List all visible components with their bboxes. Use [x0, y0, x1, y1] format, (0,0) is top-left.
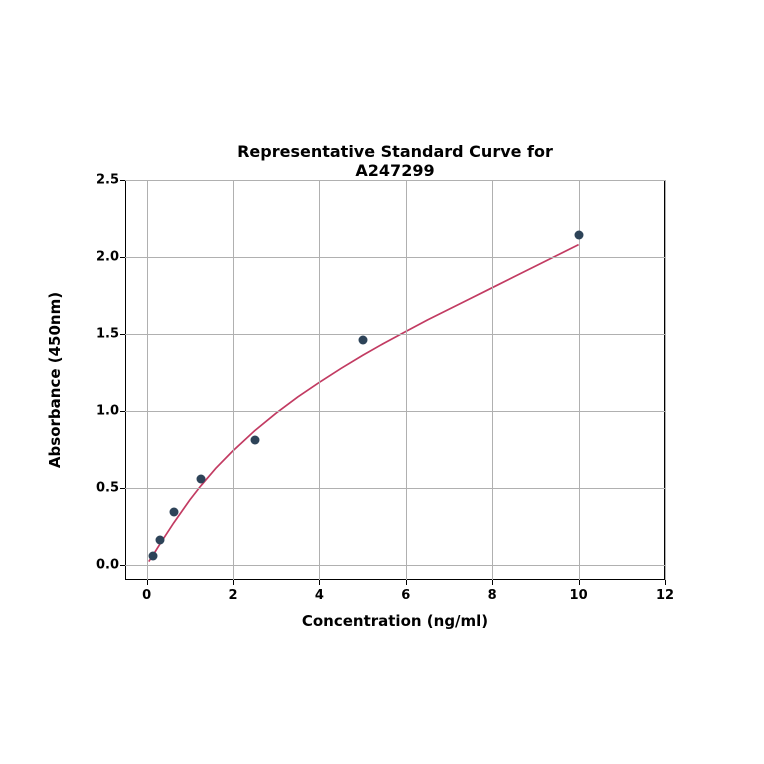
grid-line-h: [125, 488, 665, 489]
grid-line-v: [406, 180, 407, 580]
x-tick: [233, 580, 234, 585]
fitted-curve: [125, 180, 665, 580]
grid-line-v: [579, 180, 580, 580]
grid-line-v: [147, 180, 148, 580]
grid-line-v: [492, 180, 493, 580]
x-tick-label: 2: [228, 588, 237, 603]
y-tick: [120, 411, 125, 412]
chart-container: Representative Standard Curve for A24729…: [0, 0, 764, 764]
grid-line-h: [125, 257, 665, 258]
data-marker: [196, 475, 205, 484]
x-tick: [319, 580, 320, 585]
x-axis-label: Concentration (ng/ml): [302, 612, 488, 630]
data-marker: [169, 507, 178, 516]
y-tick-label: 2.5: [89, 173, 119, 188]
x-tick-label: 0: [142, 588, 151, 603]
x-tick-label: 6: [401, 588, 410, 603]
x-tick: [406, 580, 407, 585]
chart-title: Representative Standard Curve for A24729…: [211, 142, 580, 180]
y-tick: [120, 180, 125, 181]
x-tick-label: 4: [315, 588, 324, 603]
x-tick-label: 8: [488, 588, 497, 603]
y-tick: [120, 565, 125, 566]
grid-line-v: [665, 180, 666, 580]
y-tick-label: 1.5: [89, 326, 119, 341]
grid-line-h: [125, 411, 665, 412]
y-tick-label: 0.0: [89, 557, 119, 572]
y-tick-label: 2.0: [89, 249, 119, 264]
x-tick: [492, 580, 493, 585]
y-tick-label: 0.5: [89, 480, 119, 495]
y-tick: [120, 334, 125, 335]
data-marker: [250, 436, 259, 445]
plot-area: [125, 180, 665, 580]
grid-line-v: [319, 180, 320, 580]
x-tick: [579, 580, 580, 585]
grid-line-v: [233, 180, 234, 580]
y-axis-label: Absorbance (450nm): [46, 292, 64, 468]
data-marker: [574, 230, 583, 239]
x-tick: [665, 580, 666, 585]
x-tick: [147, 580, 148, 585]
x-tick-label: 12: [656, 588, 674, 603]
data-marker: [358, 336, 367, 345]
y-tick: [120, 488, 125, 489]
grid-line-h: [125, 180, 665, 181]
y-tick-label: 1.0: [89, 403, 119, 418]
data-marker: [149, 552, 158, 561]
x-tick-label: 10: [570, 588, 588, 603]
y-tick: [120, 257, 125, 258]
grid-line-h: [125, 334, 665, 335]
data-marker: [156, 536, 165, 545]
grid-line-h: [125, 565, 665, 566]
